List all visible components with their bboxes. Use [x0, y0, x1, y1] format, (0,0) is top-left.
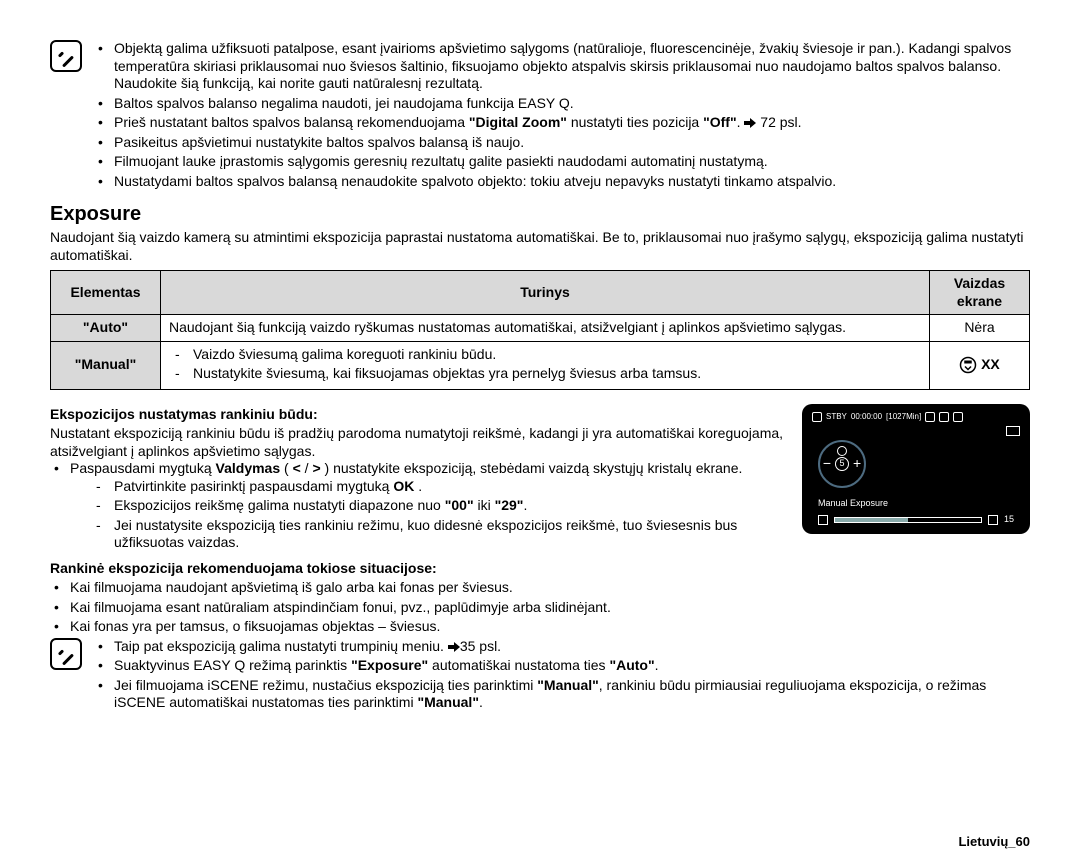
row-display: Nėra: [930, 315, 1030, 342]
battery-icon: [939, 412, 949, 422]
screen-remain: [1027Min]: [886, 412, 921, 422]
note-item: Taip pat ekspoziciją galima nustatyti tr…: [94, 638, 1030, 656]
manual-bullet-item: Paspausdami mygtuką Valdymas ( < / > ) n…: [50, 460, 790, 552]
bottom-note-content: Taip pat ekspoziciją galima nustatyti tr…: [94, 638, 1030, 714]
note-icon: [50, 638, 82, 670]
mode-icon: [953, 412, 963, 422]
bar-left-icon: [818, 515, 828, 525]
manual-exposure-section: Ekspozicijos nustatymas rankiniu būdu: N…: [50, 400, 1030, 554]
screen-preview: STBY 00:00:00 [1027Min] − 5 + Manual Exp…: [802, 404, 1030, 534]
screen-status: STBY: [826, 412, 847, 422]
dial-center: 5: [835, 457, 849, 471]
row-element: "Manual": [51, 341, 161, 389]
th-element: Elementas: [51, 271, 161, 315]
recommended-item: Kai fonas yra per tamsus, o fiksuojamas …: [50, 618, 1030, 636]
recommended-item: Kai filmuojama esant natūraliam atspindi…: [50, 599, 1030, 617]
exposure-value: 15: [1004, 514, 1014, 525]
bottom-note-block: Taip pat ekspoziciją galima nustatyti tr…: [50, 638, 1030, 714]
row-element: "Auto": [51, 315, 161, 342]
dial-plus: +: [853, 455, 861, 473]
screen-top-row: STBY 00:00:00 [1027Min]: [812, 412, 1020, 422]
table-header-row: Elementas Turinys Vaizdas ekrane: [51, 271, 1030, 315]
top-note-list: Objektą galima užfiksuoti patalpose, esa…: [94, 40, 1030, 190]
manual-bullet-list: Paspausdami mygtuką Valdymas ( < / > ) n…: [50, 460, 790, 552]
manual-para: Nustatant ekspoziciją rankiniu būdu iš p…: [50, 425, 790, 460]
section-intro: Naudojant šią vaizdo kamerą su atmintimi…: [50, 229, 1030, 264]
storage-icon: [925, 412, 935, 422]
dial-minus: −: [823, 455, 831, 473]
note-item: Nustatydami baltos spalvos balansą nenau…: [94, 173, 1030, 191]
bar-right-icon: [988, 515, 998, 525]
exposure-dial: − 5 +: [818, 440, 866, 488]
top-note-content: Objektą galima užfiksuoti patalpose, esa…: [94, 40, 1030, 192]
record-mode-icon: [812, 412, 822, 422]
screen-time: 00:00:00: [851, 412, 882, 422]
recommended-list: Kai filmuojama naudojant apšvietimą iš g…: [50, 579, 1030, 636]
row-content-item: Vaizdo šviesumą galima koreguoti rankini…: [169, 346, 921, 364]
manual-sub-item: Jei nustatysite ekspoziciją ties rankini…: [90, 517, 790, 552]
arrow-right-icon: [448, 642, 460, 652]
manual-heading: Ekspozicijos nustatymas rankiniu būdu:: [50, 406, 790, 424]
screen-label: Manual Exposure: [818, 498, 888, 509]
section-title: Exposure: [50, 202, 1030, 227]
manual-sub-item: Ekspozicijos reikšmę galima nustatyti di…: [90, 497, 790, 515]
recommended-heading: Rankinė ekspozicija rekomenduojama tokio…: [50, 560, 1030, 578]
frame-icon: [1006, 426, 1020, 436]
manual-text-col: Ekspozicijos nustatymas rankiniu būdu: N…: [50, 400, 790, 554]
exposure-bar: [834, 517, 982, 523]
row-content: Naudojant šią funkciją vaizdo ryškumas n…: [161, 315, 930, 342]
note-item: Filmuojant lauke įprastomis sąlygomis ge…: [94, 153, 1030, 171]
bottom-note-list: Taip pat ekspoziciją galima nustatyti tr…: [94, 638, 1030, 712]
arrow-right-icon: [744, 118, 756, 128]
table-row: "Auto"Naudojant šią funkciją vaizdo ryšk…: [51, 315, 1030, 342]
manual-bullet-text: Paspausdami mygtuką Valdymas ( < / > ) n…: [70, 460, 742, 476]
row-display: XX: [930, 341, 1030, 389]
recommended-item: Kai filmuojama naudojant apšvietimą iš g…: [50, 579, 1030, 597]
screen-bar-row: 15: [818, 514, 1014, 525]
manual-sub-item: Patvirtinkite pasirinktį paspausdami myg…: [90, 478, 790, 496]
note-item: Pasikeitus apšvietimui nustatykite balto…: [94, 134, 1030, 152]
settings-table: Elementas Turinys Vaizdas ekrane "Auto"N…: [50, 270, 1030, 390]
note-item: Objektą galima užfiksuoti patalpose, esa…: [94, 40, 1030, 93]
note-item: Jei filmuojama iSCENE režimu, nustačius …: [94, 677, 1030, 712]
row-content-item: Nustatykite šviesumą, kai fiksuojamas ob…: [169, 365, 921, 383]
note-item: Suaktyvinus EASY Q režimą parinktis "Exp…: [94, 657, 1030, 675]
note-icon: [50, 40, 82, 72]
top-note-block: Objektą galima užfiksuoti patalpose, esa…: [50, 40, 1030, 192]
th-content: Turinys: [161, 271, 930, 315]
row-content: Vaizdo šviesumą galima koreguoti rankini…: [161, 341, 930, 389]
th-display: Vaizdas ekrane: [930, 271, 1030, 315]
note-item: Prieš nustatant baltos spalvos balansą r…: [94, 114, 1030, 132]
manual-sub-list: Patvirtinkite pasirinktį paspausdami myg…: [90, 478, 790, 552]
manual-exposure-icon: [959, 356, 977, 374]
page-footer: Lietuvių_60: [958, 834, 1030, 850]
note-item: Baltos spalvos balanso negalima naudoti,…: [94, 95, 1030, 113]
table-row: "Manual" Vaizdo šviesumą galima koreguoti…: [51, 341, 1030, 389]
